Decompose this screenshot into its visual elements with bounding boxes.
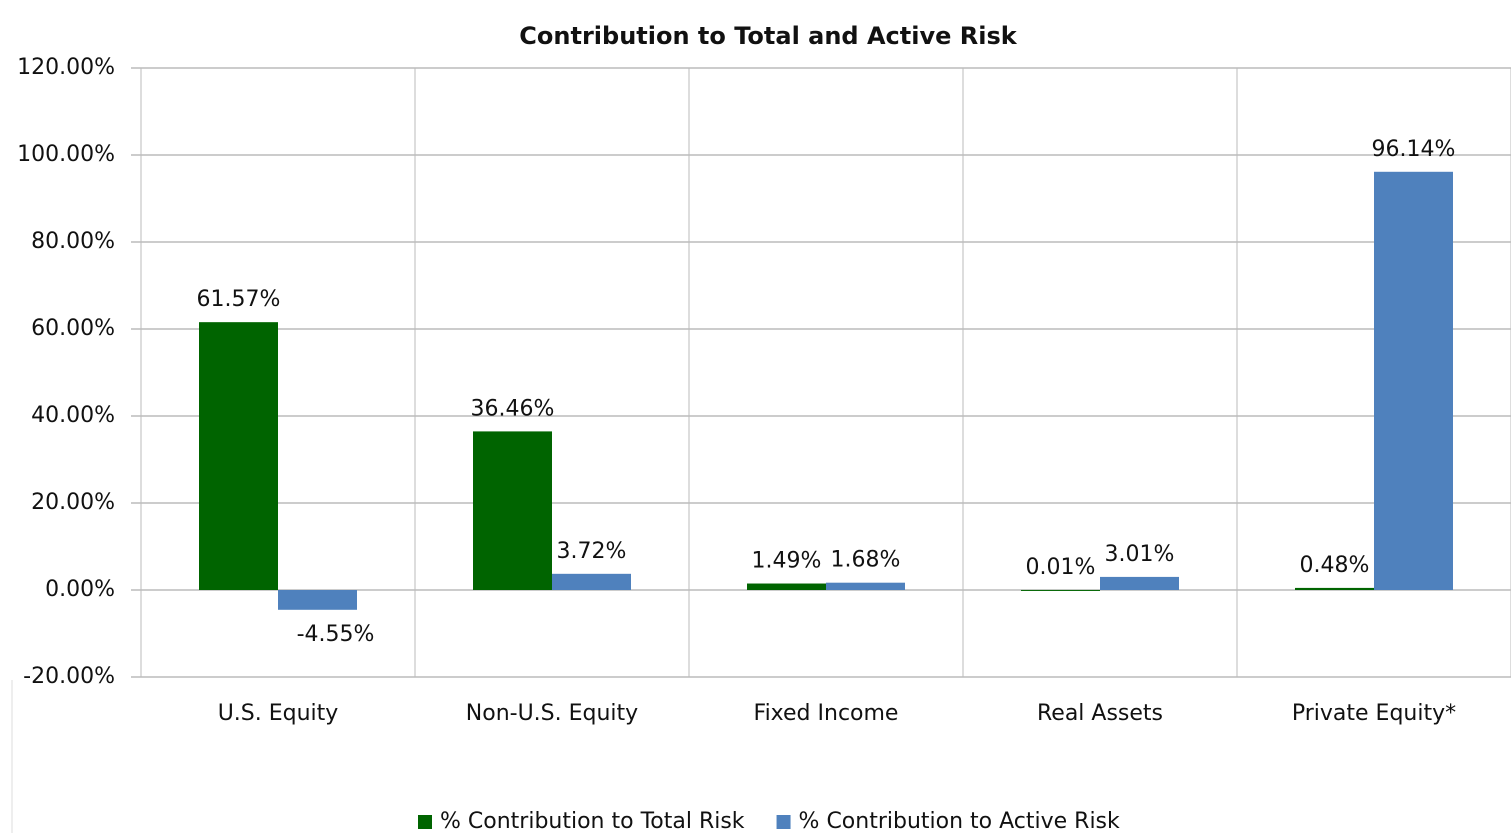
x-tick-label: Real Assets xyxy=(1037,701,1163,726)
x-tick-label: U.S. Equity xyxy=(218,701,339,726)
x-tick-label: Fixed Income xyxy=(754,701,899,726)
y-tick-label: 0.00% xyxy=(45,577,115,602)
y-tick-label: 120.00% xyxy=(17,55,115,80)
bar xyxy=(552,573,631,590)
data-label: 0.48% xyxy=(1300,553,1370,578)
legend-swatch xyxy=(776,815,791,829)
y-tick-label: 60.00% xyxy=(31,316,115,341)
bar xyxy=(278,590,357,610)
bar xyxy=(473,431,552,590)
data-label: 36.46% xyxy=(471,396,555,421)
bar xyxy=(1374,171,1453,590)
y-tick-label: 40.00% xyxy=(31,403,115,428)
legend-label: % Contribution to Total Risk xyxy=(440,809,745,833)
data-label: 3.72% xyxy=(557,539,627,564)
data-label: 1.49% xyxy=(752,549,822,574)
chart-title: Contribution to Total and Active Risk xyxy=(519,22,1017,50)
y-tick-label: -20.00% xyxy=(23,664,115,689)
data-label: 61.57% xyxy=(197,287,281,312)
x-tick-label: Private Equity* xyxy=(1292,701,1456,726)
bar xyxy=(826,582,905,590)
data-label: 1.68% xyxy=(831,548,901,573)
x-tick-label: Non-U.S. Equity xyxy=(466,701,638,726)
data-label: 0.01% xyxy=(1026,555,1096,580)
bar xyxy=(1100,576,1179,590)
data-label: -4.55% xyxy=(297,622,375,647)
y-tick-label: 20.00% xyxy=(31,490,115,515)
bar xyxy=(1295,587,1374,590)
legend-label: % Contribution to Active Risk xyxy=(799,809,1120,833)
data-label: 96.14% xyxy=(1372,137,1456,162)
data-label: 3.01% xyxy=(1105,542,1175,567)
bar xyxy=(199,322,278,590)
y-tick-label: 80.00% xyxy=(31,229,115,254)
legend-swatch xyxy=(418,815,432,829)
bar xyxy=(1021,589,1100,591)
y-tick-label: 100.00% xyxy=(17,142,115,167)
bar xyxy=(747,583,826,590)
